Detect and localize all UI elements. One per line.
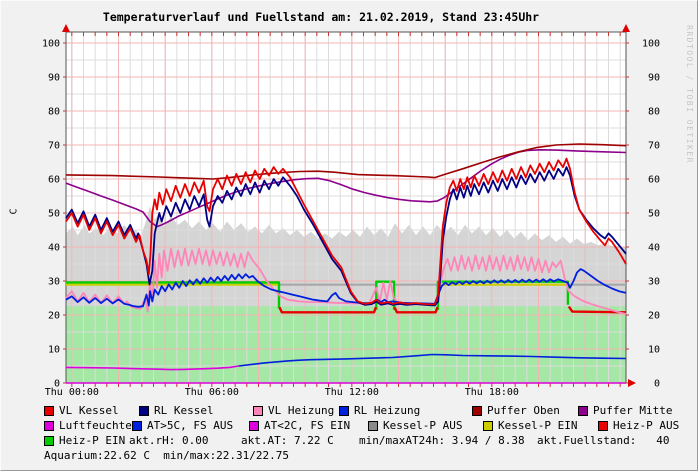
y-axis-arrow-left — [62, 24, 70, 32]
y-tick-label-left: 40 — [48, 243, 60, 254]
area-aquarium_area — [66, 306, 626, 383]
y-tick-label-left: 0 — [54, 379, 60, 390]
y-axis-arrow-right — [622, 24, 630, 32]
x-tick-label: Thu 12:00 — [325, 387, 379, 398]
series-rl_kessel — [65, 166, 627, 307]
x-tick-label: Thu 00:00 — [45, 387, 99, 398]
y-tick-label-right: 20 — [648, 311, 660, 322]
y-tick-label-left: 70 — [48, 141, 60, 152]
series-at_fs_aus — [238, 353, 627, 367]
series-heiz_p_aus — [278, 306, 378, 314]
y-tick-label-left: 100 — [42, 39, 60, 50]
series-heiz_p_ein — [66, 281, 281, 309]
y-tick-label-right: 60 — [648, 175, 660, 186]
rrdtool-watermark: RRDTOOL / TOBI OETIKER — [685, 25, 694, 164]
y-tick-label-left: 90 — [48, 73, 60, 84]
series-at_fs_ein — [65, 365, 239, 371]
series-vl_kessel — [65, 157, 627, 306]
series-heiz_p_aus — [567, 305, 627, 314]
series-vl_heizung — [65, 247, 627, 315]
x-tick-label: Thu 06:00 — [185, 387, 239, 398]
series-heiz_p_aus — [393, 306, 439, 314]
y-tick-label-right: 90 — [648, 73, 660, 84]
y-tick-label-left: 10 — [48, 345, 60, 356]
y-tick-label-right: 70 — [648, 141, 660, 152]
y-tick-label-left: 30 — [48, 277, 60, 288]
chart-title: Temperaturverlauf und Fuellstand am: 21.… — [102, 10, 540, 24]
y-tick-label-right: 50 — [648, 209, 660, 220]
y-tick-label-left: 50 — [48, 209, 60, 220]
y-tick-label-left: 80 — [48, 107, 60, 118]
series-puffer_oben — [65, 143, 627, 180]
series-rl_heizung — [65, 268, 627, 308]
y-tick-label-right: 0 — [654, 379, 660, 390]
y-tick-label-right: 100 — [642, 39, 660, 50]
y-tick-label-left: 60 — [48, 175, 60, 186]
y-tick-label-right: 10 — [648, 345, 660, 356]
x-tick-label: Thu 18:00 — [465, 387, 519, 398]
y-tick-label-left: 20 — [48, 311, 60, 322]
y-tick-label-right: 30 — [648, 277, 660, 288]
y-tick-label-right: 40 — [648, 243, 660, 254]
y-tick-label-right: 80 — [648, 107, 660, 118]
x-axis-arrow — [628, 379, 636, 387]
